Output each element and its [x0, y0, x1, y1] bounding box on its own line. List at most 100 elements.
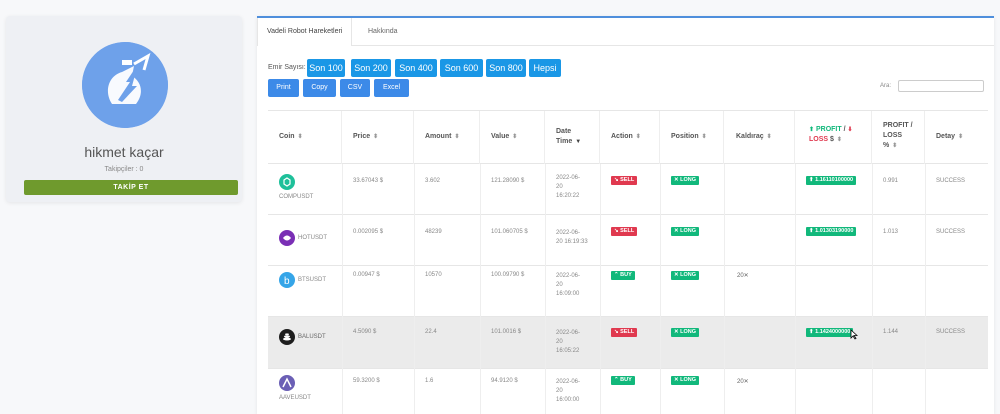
column-divider: [925, 164, 926, 414]
filter-last-200-button[interactable]: Son 200: [351, 59, 391, 77]
long-badge: ✕ LONG: [671, 176, 700, 185]
tab-robot-movements[interactable]: Vadeli Robot Hareketleri: [257, 18, 353, 46]
followers-count: Takipçiler : 0: [104, 166, 144, 173]
column-divider: [480, 164, 481, 414]
excel-button[interactable]: Excel: [374, 79, 409, 97]
robot-movements-panel: Vadeli Robot Hareketleri Hakkında Emir S…: [257, 16, 994, 414]
tab-about[interactable]: Hakkında: [368, 28, 398, 35]
table-row[interactable]: BALUSDT 4.5090 $ 22.4 101.0016 $ 2022-06…: [268, 317, 988, 369]
tab-bar: Vadeli Robot Hareketleri Hakkında: [257, 18, 994, 46]
price-cell: 33.67043 $: [353, 178, 384, 184]
coin-name: BTSUSDT: [298, 277, 327, 283]
col-value[interactable]: Value ⬍: [480, 111, 545, 164]
percent-cell: 1.013: [883, 229, 899, 235]
search-input[interactable]: [898, 80, 984, 92]
coin-name: COMPUSDT: [279, 194, 314, 200]
buy-badge: ⌃ BUY: [611, 271, 635, 280]
bitshares-coin-icon: b: [279, 272, 295, 288]
value-cell: 101.0016 $: [491, 329, 522, 335]
date-cell: 2022-06- 20 16:20:22: [556, 175, 581, 199]
detail-cell: SUCCESS: [936, 229, 966, 235]
profit-badge: ⬆ 1.1424000000: [806, 328, 854, 337]
col-amount[interactable]: Amount ⬍: [414, 111, 480, 164]
sell-badge: ↘ SELL: [611, 328, 638, 337]
col-detail[interactable]: Detay ⬍: [936, 133, 964, 140]
mouse-cursor-icon: [850, 329, 858, 340]
aave-coin-icon: [279, 375, 295, 391]
coin-name: BALUSDT: [298, 334, 326, 340]
col-action[interactable]: Action ⬍: [600, 111, 660, 164]
col-position[interactable]: Position ⬍: [660, 111, 724, 164]
coin-name: AAVEUSDT: [279, 395, 311, 401]
filter-last-800-button[interactable]: Son 800: [486, 59, 526, 77]
col-leverage[interactable]: Kaldıraç ⬍: [724, 111, 795, 164]
date-cell: 2022-06- 20 16:09:00: [556, 273, 581, 297]
price-cell: 59.3200 $: [353, 378, 380, 384]
price-cell: 0.002095 $: [353, 229, 384, 235]
long-badge: ✕ LONG: [671, 328, 700, 337]
amount-cell: 48239: [425, 229, 442, 235]
col-coin[interactable]: Coin ⬍: [268, 111, 342, 164]
date-cell: 2022-06- 20 16:05:22: [556, 330, 581, 354]
date-cell: 2022-06- 20 16:00:00: [556, 379, 581, 403]
avatar: [82, 42, 168, 128]
coin-name: HOTUSDT: [298, 235, 327, 241]
value-cell: 121.28090 $: [491, 178, 525, 184]
date-cell: 2022-06- 20 16:19:33: [556, 230, 588, 245]
profit-badge: ⬆ 1.01303190000: [806, 227, 857, 236]
price-cell: 4.5090 $: [353, 329, 377, 335]
filter-last-100-button[interactable]: Son 100: [307, 59, 345, 77]
table-row[interactable]: HOTUSDT 0.002095 $ 48239 101.060705 $ 20…: [268, 215, 988, 266]
buy-badge: ⌃ BUY: [611, 376, 635, 385]
column-divider: [872, 164, 873, 414]
column-divider: [660, 164, 661, 414]
amount-cell: 1.6: [425, 378, 434, 384]
column-divider: [414, 164, 415, 414]
column-divider: [545, 164, 546, 414]
search-label: Ara:: [880, 83, 892, 89]
value-cell: 100.09790 $: [491, 272, 525, 278]
svg-text:b: b: [284, 276, 290, 287]
col-profit-loss-percent[interactable]: PROFIT / LOSS% ⬍: [872, 111, 925, 164]
value-cell: 94.9120 $: [491, 378, 518, 384]
price-cell: 0.00947 $: [353, 272, 380, 278]
profit-badge: ⬆ 1.16110100000: [806, 176, 857, 185]
table-row[interactable]: b BTSUSDT 0.00947 $ 10570 100.09790 $ 20…: [268, 266, 988, 317]
long-badge: ✕ LONG: [671, 271, 700, 280]
percent-cell: 0.991: [883, 178, 899, 184]
amount-cell: 10570: [425, 272, 442, 278]
print-button[interactable]: Print: [268, 79, 299, 97]
leverage-cell: 20✕: [737, 379, 749, 385]
balancer-coin-icon: [279, 329, 295, 345]
detail-cell: SUCCESS: [936, 329, 966, 335]
col-price[interactable]: Price ⬍: [342, 111, 414, 164]
compound-coin-icon: [279, 174, 295, 190]
percent-cell: 1.144: [883, 329, 899, 335]
value-cell: 101.060705 $: [491, 229, 528, 235]
csv-button[interactable]: CSV: [340, 79, 370, 97]
col-date-time[interactable]: Date Time ▼: [545, 111, 600, 164]
filter-all-button[interactable]: Hepsi: [529, 59, 561, 77]
table-row[interactable]: AAVEUSDT 59.3200 $ 1.6 94.9120 $ 2022-06…: [268, 369, 988, 414]
trades-table: Coin ⬍ Price ⬍ Amount ⬍ Value ⬍ Date Time ▼ Ac…: [268, 110, 988, 414]
filter-last-400-button[interactable]: Son 400: [395, 59, 437, 77]
column-divider: [600, 164, 601, 414]
column-divider: [795, 164, 796, 414]
column-divider: [724, 164, 725, 414]
detail-cell: SUCCESS: [936, 178, 966, 184]
leverage-cell: 20✕: [737, 273, 749, 279]
table-header: Coin ⬍ Price ⬍ Amount ⬍ Value ⬍ Date Time ▼ Ac…: [268, 111, 988, 164]
copy-button[interactable]: Copy: [303, 79, 336, 97]
table-row[interactable]: COMPUSDT 33.67043 $ 3.602 121.28090 $ 20…: [268, 164, 988, 215]
holo-coin-icon: [279, 230, 295, 246]
amount-cell: 22.4: [425, 329, 437, 335]
follow-button[interactable]: TAKİP ET: [24, 180, 238, 195]
order-count-label: Emir Sayısı:: [268, 64, 306, 71]
profile-card: hikmet kaçar Takipçiler : 0 TAKİP ET: [6, 16, 242, 202]
long-badge: ✕ LONG: [671, 227, 700, 236]
col-profit-loss[interactable]: ⬆ PROFIT / ⬇ LOSS $ ⬍: [795, 111, 872, 164]
amount-cell: 3.602: [425, 178, 441, 184]
column-divider: [342, 164, 343, 414]
filter-last-600-button[interactable]: Son 600: [440, 59, 483, 77]
